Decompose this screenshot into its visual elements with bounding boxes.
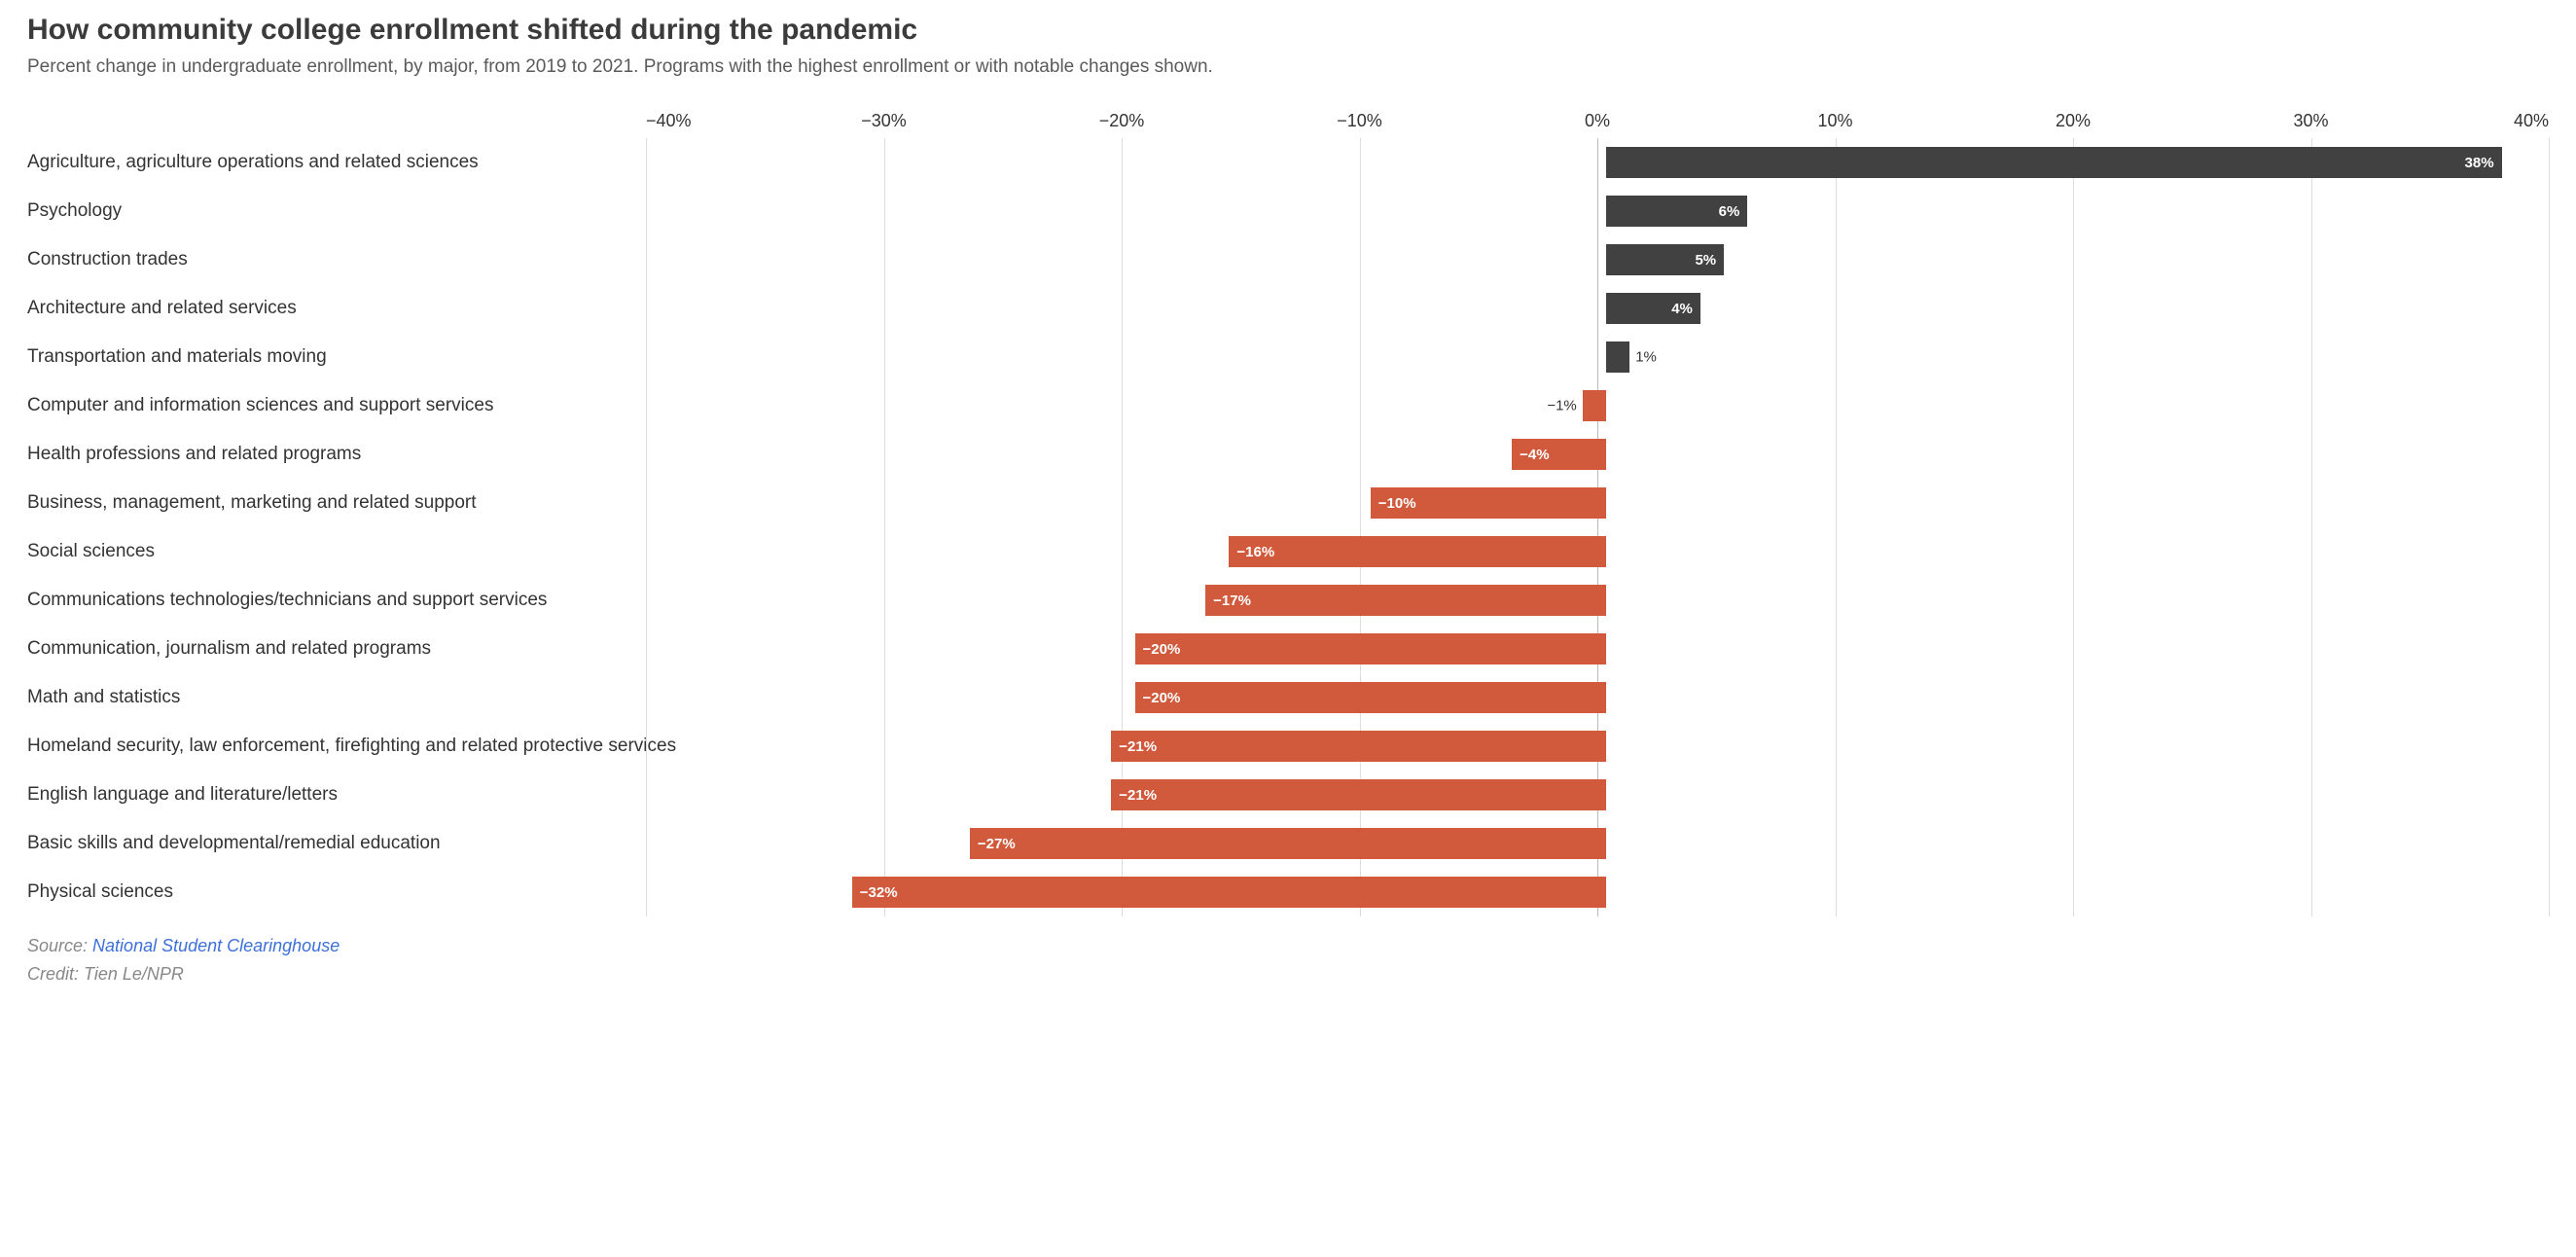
bar-value-label: −16% [1229, 544, 1282, 560]
gridline [2549, 138, 2550, 916]
bar: −20% [1135, 682, 1607, 713]
row-label: Computer and information sciences and su… [27, 395, 663, 416]
row-plot: −1% [663, 381, 2549, 430]
row-plot: 38% [663, 138, 2549, 187]
bar-value-label: −20% [1135, 690, 1189, 706]
table-row: Transportation and materials moving 1% [27, 333, 2549, 381]
axis-tick-label: −20% [1099, 111, 1145, 131]
row-plot: −10% [663, 479, 2549, 527]
row-label: Math and statistics [27, 687, 663, 708]
credit-line: Credit: Tien Le/NPR [27, 960, 2549, 988]
bar: −27% [970, 828, 1606, 859]
table-row: Health professions and related programs −… [27, 430, 2549, 479]
row-plot: 4% [663, 284, 2549, 333]
x-axis: −40% −30% −20% −10% 0% 10% 20% 30% 40% [27, 105, 2549, 138]
table-row: Physical sciences −32% [27, 868, 2549, 916]
bar-value-label: −21% [1111, 738, 1164, 755]
bar: −21% [1111, 779, 1606, 810]
row-label: Business, management, marketing and rela… [27, 492, 663, 514]
bar-value-label: −21% [1111, 787, 1164, 804]
bar: 6% [1606, 196, 1747, 227]
bar-value-label: −10% [1371, 495, 1424, 512]
axis-tick-label: 0% [1585, 111, 1610, 131]
row-plot: −21% [663, 722, 2549, 771]
row-plot: 1% [663, 333, 2549, 381]
axis-tick-label: −30% [861, 111, 907, 131]
table-row: Math and statistics −20% [27, 673, 2549, 722]
bar: −21% [1111, 731, 1606, 762]
axis-tick-label: 40% [2514, 111, 2549, 131]
bar-value-label: 1% [1629, 349, 1657, 366]
table-row: Construction trades 5% [27, 235, 2549, 284]
axis-tick-label: 10% [1817, 111, 1852, 131]
bar-value-label: −17% [1205, 593, 1259, 609]
row-label: Psychology [27, 200, 663, 222]
bar-value-label: 38% [2457, 155, 2502, 171]
bar [1606, 341, 1629, 373]
table-row: Computer and information sciences and su… [27, 381, 2549, 430]
row-plot: −32% [663, 868, 2549, 916]
axis-tick-label: −10% [1337, 111, 1382, 131]
bar-value-label: −27% [970, 836, 1023, 852]
bar-value-label: −32% [852, 884, 906, 901]
chart-subtitle: Percent change in undergraduate enrollme… [27, 56, 2549, 78]
bar [1583, 390, 1606, 421]
axis-tick-label: 30% [2293, 111, 2328, 131]
row-plot: −20% [663, 625, 2549, 673]
bar: 38% [1606, 147, 2502, 178]
chart-rows: Agriculture, agriculture operations and … [27, 138, 2549, 916]
row-plot: −21% [663, 771, 2549, 819]
row-label: Construction trades [27, 249, 663, 270]
row-plot: −17% [663, 576, 2549, 625]
bar: 4% [1606, 293, 1700, 324]
row-plot: −27% [663, 819, 2549, 868]
axis-tick-label: 20% [2056, 111, 2091, 131]
table-row: Social sciences −16% [27, 527, 2549, 576]
chart: −40% −30% −20% −10% 0% 10% 20% 30% 40% Agricultu… [27, 105, 2549, 916]
bar-value-label: −4% [1512, 447, 1556, 463]
row-plot: 6% [663, 187, 2549, 235]
source-link[interactable]: National Student Clearinghouse [92, 936, 340, 955]
table-row: Agriculture, agriculture operations and … [27, 138, 2549, 187]
bar: −10% [1371, 487, 1606, 519]
row-label: Transportation and materials moving [27, 346, 663, 368]
row-plot: −4% [663, 430, 2549, 479]
table-row: Business, management, marketing and rela… [27, 479, 2549, 527]
bar: 5% [1606, 244, 1724, 275]
table-row: Psychology 6% [27, 187, 2549, 235]
row-label: Homeland security, law enforcement, fire… [27, 736, 663, 757]
bar: −32% [852, 877, 1606, 908]
bar: −16% [1229, 536, 1606, 567]
table-row: Architecture and related services 4% [27, 284, 2549, 333]
source-prefix: Source: [27, 936, 92, 955]
axis-tick-label: −40% [646, 111, 692, 131]
row-label: Communications technologies/technicians … [27, 590, 663, 611]
row-plot: −20% [663, 673, 2549, 722]
bar: −17% [1205, 585, 1606, 616]
bar-value-label: 5% [1687, 252, 1724, 269]
row-label: Health professions and related programs [27, 444, 663, 465]
table-row: Basic skills and developmental/remedial … [27, 819, 2549, 868]
bar-value-label: 6% [1711, 203, 1748, 220]
bar: −20% [1135, 633, 1607, 664]
row-label: Agriculture, agriculture operations and … [27, 152, 663, 173]
row-label: Basic skills and developmental/remedial … [27, 833, 663, 854]
table-row: Homeland security, law enforcement, fire… [27, 722, 2549, 771]
bar: −4% [1512, 439, 1606, 470]
row-plot: 5% [663, 235, 2549, 284]
bar-value-label: −1% [1547, 398, 1582, 414]
bar-value-label: 4% [1664, 301, 1700, 317]
row-label: Physical sciences [27, 881, 663, 903]
table-row: Communications technologies/technicians … [27, 576, 2549, 625]
bar-value-label: −20% [1135, 641, 1189, 658]
table-row: Communication, journalism and related pr… [27, 625, 2549, 673]
chart-footer: Source: National Student Clearinghouse C… [27, 932, 2549, 988]
row-label: Architecture and related services [27, 298, 663, 319]
row-label: Social sciences [27, 541, 663, 562]
table-row: English language and literature/letters −… [27, 771, 2549, 819]
chart-title: How community college enrollment shifted… [27, 14, 2549, 47]
row-label: Communication, journalism and related pr… [27, 638, 663, 660]
row-label: English language and literature/letters [27, 784, 663, 806]
row-plot: −16% [663, 527, 2549, 576]
